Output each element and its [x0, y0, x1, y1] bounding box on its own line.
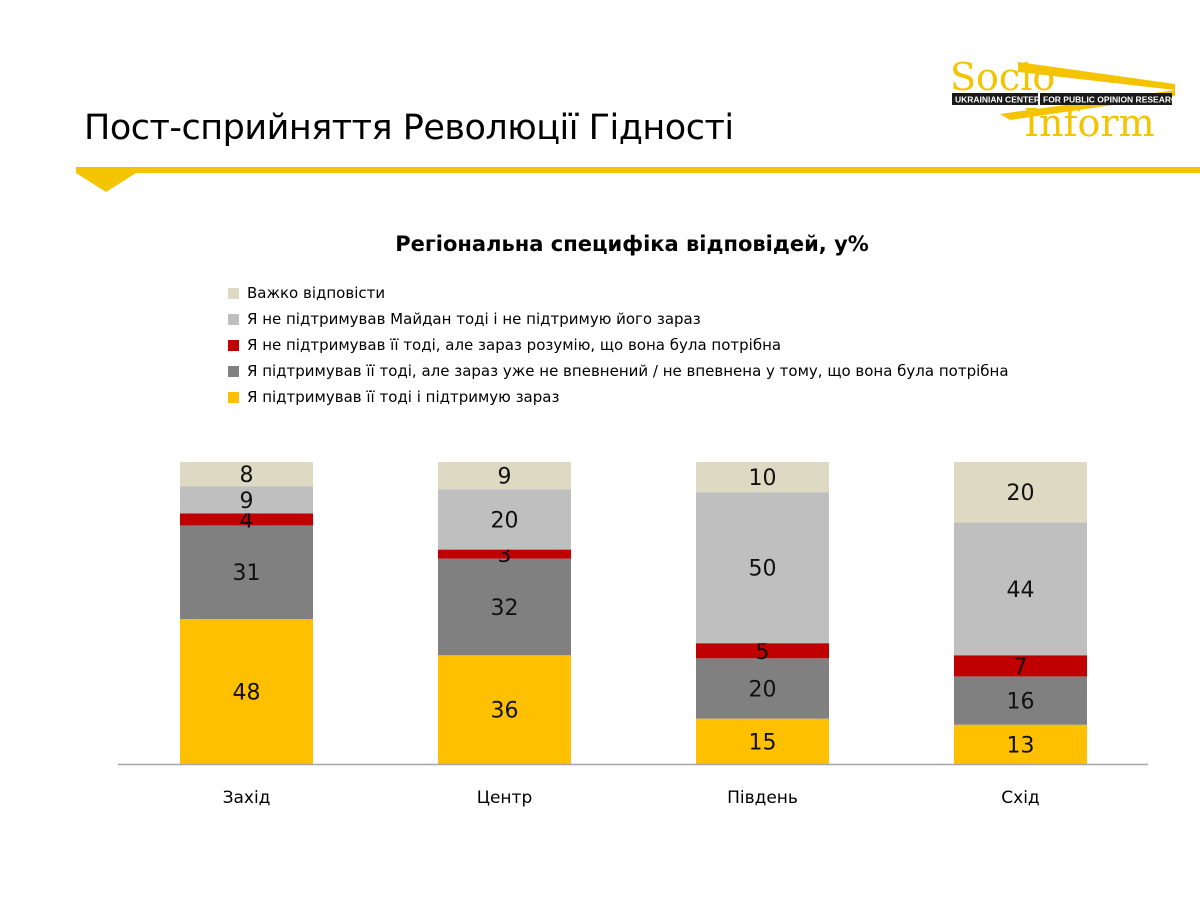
data-label: 8	[240, 463, 254, 488]
data-label: 9	[240, 489, 254, 514]
bar-segment	[438, 655, 571, 764]
legend-swatch	[228, 339, 239, 351]
category-label: Центр	[477, 788, 532, 808]
bar-segment	[954, 676, 1087, 725]
data-label: 36	[491, 699, 519, 724]
bar-segment	[180, 525, 313, 620]
data-label: 10	[749, 466, 777, 491]
bar-segment	[696, 658, 829, 719]
bar-segment	[696, 718, 829, 764]
legend-label: Я не підтримував її тоді, але зараз розу…	[247, 336, 782, 354]
page-title: Пост-сприйняття Революції Гідності	[84, 108, 734, 148]
data-label: 44	[1007, 578, 1035, 603]
data-label: 16	[1007, 690, 1035, 715]
data-label: 9	[498, 465, 512, 490]
data-label: 15	[749, 730, 777, 755]
bar-segment	[438, 462, 571, 490]
legend-label: Я підтримував її тоді, але зараз уже не …	[247, 362, 1009, 380]
legend-item-hard-to-say: Важко відповісти	[228, 280, 1009, 306]
socioinform-logo: Socio UKRAINIAN CENTER FOR PUBLIC OPINIO…	[950, 55, 1180, 145]
legend-item-still-support: Я підтримував її тоді і підтримую зараз	[228, 384, 1009, 410]
data-label: 20	[749, 678, 777, 703]
data-label: 7	[1014, 655, 1028, 680]
legend-label: Я не підтримував Майдан тоді і не підтри…	[247, 310, 701, 328]
bar-stack: 48 31 498	[180, 462, 313, 764]
legend-item-now-unsure: Я підтримував її тоді, але зараз уже не …	[228, 358, 1009, 384]
legend-item-now-understand: Я не підтримував її тоді, але зараз розу…	[228, 332, 1009, 358]
bar-segment	[180, 462, 313, 487]
logo-word-1: Socio	[950, 55, 1055, 99]
bar-segment	[954, 655, 1087, 677]
bar-segment	[696, 492, 829, 644]
data-label: 32	[491, 596, 519, 621]
bar-segment	[438, 489, 571, 550]
logo-tagline-left: UKRAINIAN CENTER	[955, 95, 1040, 105]
bar-segment	[954, 724, 1087, 764]
bar-stack: 36 32 3 20 9	[438, 462, 571, 764]
bar-segment	[954, 522, 1087, 656]
data-label: 20	[1007, 481, 1035, 506]
category-label: Захід	[223, 788, 271, 808]
chart-legend: Важко відповісти Я не підтримував Майдан…	[228, 280, 1009, 410]
bar-segment	[696, 643, 829, 659]
bar-segment	[180, 619, 313, 764]
data-label: 50	[749, 557, 777, 582]
data-label: 5	[756, 640, 770, 665]
bar-segment	[696, 462, 829, 493]
legend-label: Я підтримував її тоді і підтримую зараз	[247, 388, 560, 406]
data-label: 31	[233, 561, 261, 586]
chart-title: Регіональна специфіка відповідей, у%	[395, 232, 869, 256]
bar-segment	[438, 549, 571, 559]
legend-swatch	[228, 287, 239, 299]
category-label: Схід	[1001, 788, 1039, 808]
data-label: 13	[1007, 733, 1035, 758]
data-label: 3	[498, 543, 512, 568]
bar-segment	[180, 486, 313, 514]
bar-segment	[438, 558, 571, 656]
bar-segment	[954, 462, 1087, 523]
bar-stack: 15 20 5 50 10	[696, 462, 829, 764]
legend-label: Важко відповісти	[247, 284, 386, 302]
logo-word-2: Inform	[1024, 101, 1155, 145]
data-label: 48	[233, 681, 261, 706]
data-label: 20	[491, 508, 519, 533]
bar-segment	[180, 513, 313, 526]
legend-swatch	[228, 313, 239, 325]
legend-swatch	[228, 365, 239, 377]
category-label: Південь	[727, 788, 798, 808]
data-label: 4	[240, 508, 254, 533]
header-divider	[76, 167, 1200, 192]
legend-item-never-supported: Я не підтримував Майдан тоді і не підтри…	[228, 306, 1009, 332]
legend-swatch	[228, 391, 239, 403]
logo-tagline-right: FOR PUBLIC OPINION RESEARCH	[1043, 95, 1180, 105]
bar-stack: 13 16 7 44 20	[954, 462, 1087, 764]
